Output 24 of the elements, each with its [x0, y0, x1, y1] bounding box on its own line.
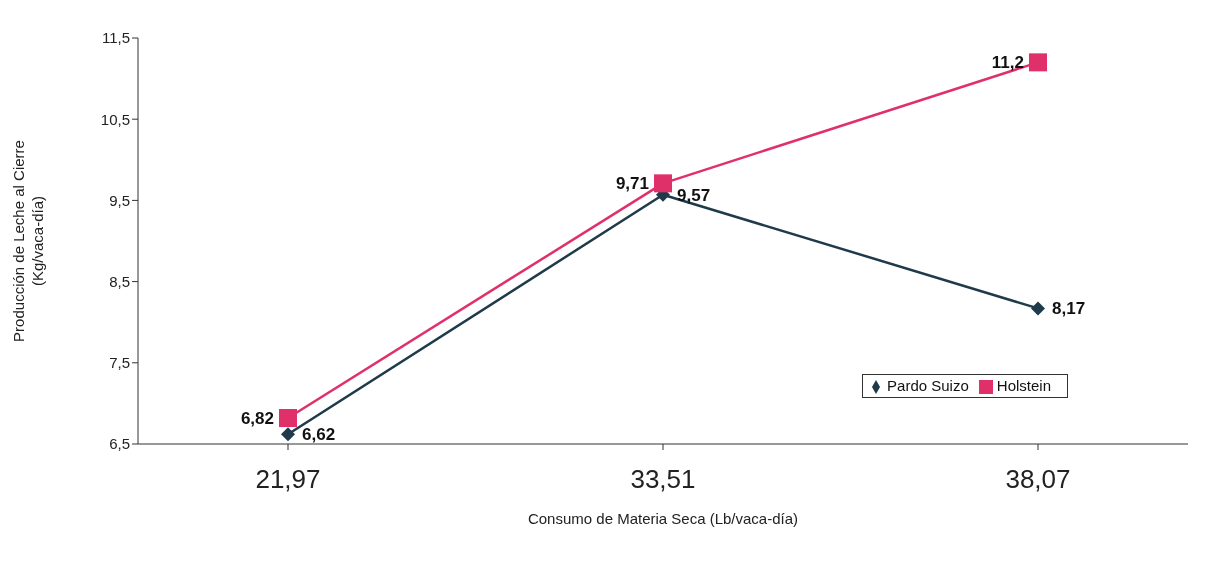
y-tick-label: 10,5: [100, 110, 130, 128]
x-tick-label: 21,97: [255, 464, 321, 495]
data-label: 6,82: [240, 409, 274, 429]
y-tick-label: 9,5: [109, 191, 130, 209]
point: [1031, 301, 1045, 316]
point: [1029, 53, 1047, 72]
x-tick-label: 33,51: [630, 464, 696, 495]
x-tick-label: 38,07: [1005, 464, 1071, 495]
y-tick-label: 6,5: [109, 435, 130, 453]
y-tick-label: 11,5: [101, 29, 130, 47]
y-tick-label: 7,5: [109, 354, 130, 372]
data-label: 9,57: [677, 185, 711, 205]
point: [654, 174, 672, 193]
x-axis-title: Consumo de Materia Seca (Lb/vaca-día): [527, 510, 799, 527]
y-axis-title: Producción de Leche al Cierre (Kg/vaca-día): [10, 140, 46, 342]
legend-label: Pardo Suizo: [887, 377, 969, 394]
data-label: 8,17: [1052, 299, 1086, 319]
point: [279, 409, 297, 428]
point: [281, 427, 295, 442]
y-tick-label: 8,5: [109, 272, 130, 290]
data-label: 11,2: [991, 53, 1024, 73]
data-label: 6,62: [302, 425, 336, 445]
data-label: 9,71: [615, 174, 649, 194]
legend-label: Holstein: [996, 377, 1051, 394]
